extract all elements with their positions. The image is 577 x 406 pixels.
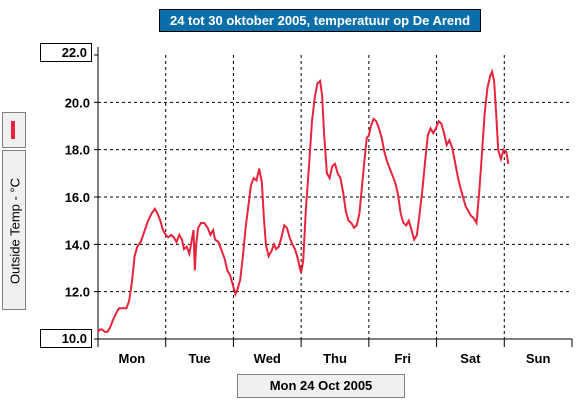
y-tick-label: 12.0 <box>65 285 90 300</box>
y-axis-min-box[interactable]: 10.0 <box>40 329 92 348</box>
y-axis-max-value: 22.0 <box>61 45 87 60</box>
x-tick-label: Thu <box>323 351 347 366</box>
chart-title: 24 tot 30 oktober 2005, temperatuur op D… <box>159 9 481 32</box>
y-tick-label: 16.0 <box>65 190 90 205</box>
y-tick-labels: 12.0 14.0 16.0 18.0 20.0 <box>65 95 90 299</box>
grid <box>98 55 572 339</box>
y-tick-label: 14.0 <box>65 237 90 252</box>
x-tick-label: Sun <box>526 351 551 366</box>
y-axis-max-box[interactable]: 22.0 <box>40 43 92 62</box>
x-tick-label: Wed <box>254 351 281 366</box>
series-line-outside-temp <box>97 68 510 333</box>
series-color-swatch <box>11 121 15 139</box>
x-tick-label: Mon <box>118 351 145 366</box>
x-tick-label: Fri <box>394 351 411 366</box>
x-tick-label: Tue <box>188 351 210 366</box>
y-axis-label-box[interactable]: Outside Temp - °C <box>2 150 26 310</box>
y-tick-label: 20.0 <box>65 95 90 110</box>
date-range-button[interactable]: Mon 24 Oct 2005 <box>237 374 405 398</box>
axes <box>94 47 573 347</box>
y-axis-min-value: 10.0 <box>61 331 87 346</box>
x-tick-label: Sat <box>460 351 481 366</box>
x-tick-labels: Mon Tue Wed Thu Fri Sat Sun <box>118 351 550 366</box>
legend-swatch-button[interactable] <box>2 112 26 148</box>
y-tick-label: 18.0 <box>65 143 90 158</box>
date-range-label: Mon 24 Oct 2005 <box>269 378 373 393</box>
